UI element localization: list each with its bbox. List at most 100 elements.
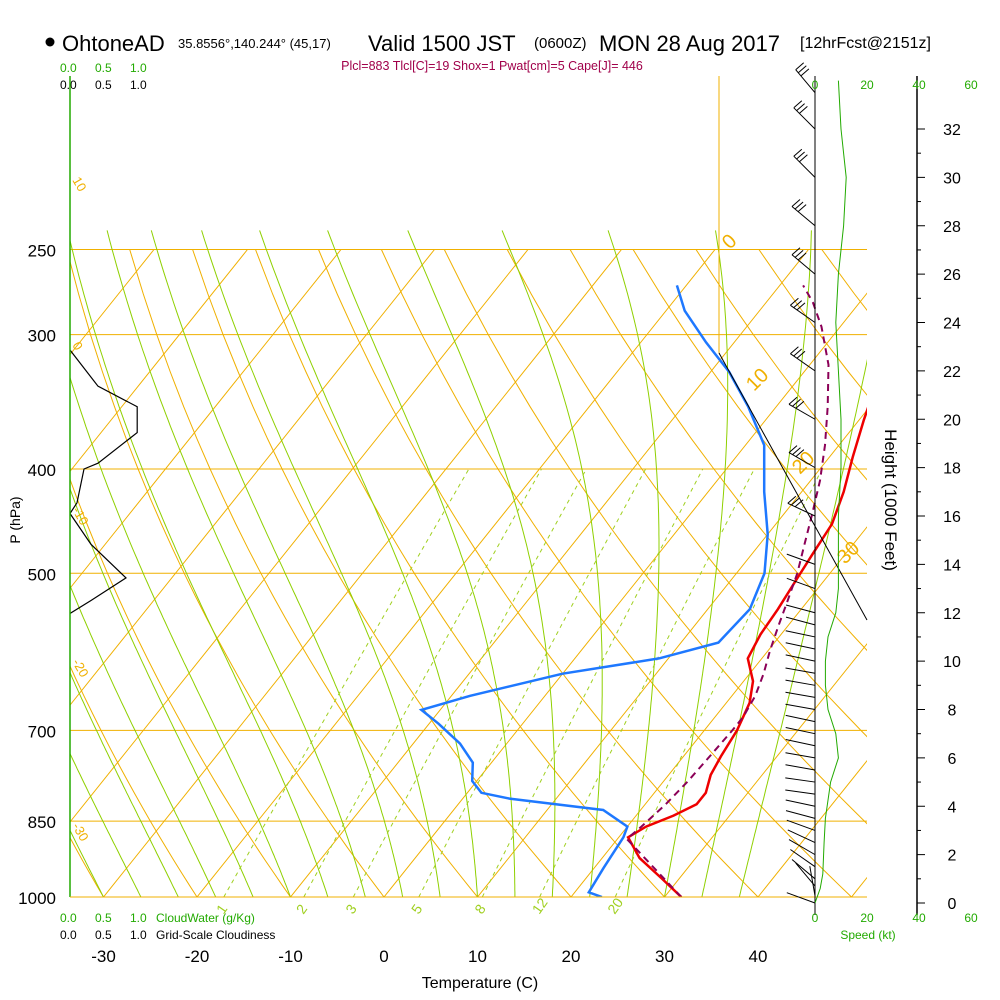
moist-adiabat-line <box>664 230 729 897</box>
dry-adiabat-line <box>192 249 572 897</box>
wind-barb-flag <box>797 252 807 261</box>
background-lines <box>70 76 1000 920</box>
mixing-ratio-line <box>352 468 587 897</box>
speed-tick-bottom: 20 <box>860 911 874 925</box>
mixing-ratio-line <box>303 468 542 897</box>
wind-barb <box>785 752 816 759</box>
utc-time: (0600Z) <box>534 35 587 52</box>
moist-adiabat-line <box>501 230 603 897</box>
mixing-ratio-line <box>418 468 647 897</box>
dry-adiabat-line <box>632 249 867 566</box>
wind-barb-flag <box>794 250 804 258</box>
moist-adiabat-line <box>259 230 478 897</box>
isotherm-line <box>70 249 342 590</box>
x-axis-title: Temperature (C) <box>422 975 538 992</box>
temperature-profile-line <box>626 406 867 897</box>
wind-barb-flag <box>800 68 810 77</box>
dry-adiabat-label: -10 <box>69 504 91 528</box>
wind-barb-flag <box>790 297 799 306</box>
wind-barb-flag <box>794 201 804 210</box>
wind-barb-flag <box>794 499 804 508</box>
wind-barb <box>791 254 816 275</box>
dry-adiabat-line <box>380 249 853 897</box>
mixing-ratio-label: 3 <box>342 901 360 917</box>
moist-adiabat-line <box>327 230 516 897</box>
dry-adiabat-line <box>255 249 666 897</box>
moist-adiabat-line <box>150 230 404 897</box>
wind-barb <box>809 866 816 896</box>
height-axis-title: Height (1000 Feet) <box>881 429 900 571</box>
moist-adiabat-line <box>201 230 441 897</box>
temperature-tick-label: -30 <box>91 947 116 966</box>
isotherm-line <box>196 249 716 897</box>
cloudwater-scale-bottom-0: 0.0 <box>60 911 77 925</box>
isotherm-line <box>664 643 867 897</box>
wind-barb-flag <box>796 151 805 160</box>
height-tick-label: 18 <box>943 461 961 478</box>
wind-barb-flag <box>788 396 798 405</box>
wind-barb-flag <box>793 100 803 109</box>
wind-barb <box>793 107 816 130</box>
height-tick-label: 14 <box>943 557 961 574</box>
wind-barb <box>788 452 816 469</box>
cloudiness-scale-bottom-1: 0.5 <box>95 928 112 942</box>
wind-barb <box>786 892 816 904</box>
pressure-tick-label: 250 <box>28 242 56 261</box>
cloudwater-scale-bottom-2: 1.0 <box>130 911 147 925</box>
temperature-tick-label: -10 <box>278 947 303 966</box>
wind-barb-flag <box>791 199 801 207</box>
wind-barb <box>795 69 816 94</box>
mixing-ratio-line <box>614 468 823 897</box>
speed-tick-bottom: 0 <box>812 911 819 925</box>
dry-adiabat-label: 10 <box>69 174 89 194</box>
wind-barb-flag <box>790 346 799 355</box>
dry-adiabat-line <box>70 259 385 897</box>
wind-barb <box>785 764 816 771</box>
moist-adiabat-line <box>701 230 812 897</box>
isotherm-line <box>851 876 867 897</box>
height-tick-label: 4 <box>948 799 957 816</box>
wind-barb <box>785 691 816 698</box>
mixing-ratio-label: 20 <box>604 895 626 917</box>
wind-barb <box>790 353 816 372</box>
isotherm-line <box>70 249 248 473</box>
wind-barb <box>785 739 816 747</box>
speed-tick-top: 40 <box>912 78 926 92</box>
wind-barb <box>785 703 816 710</box>
wind-barb-flag <box>793 348 803 357</box>
forecast-info: [12hrFcst@2151z] <box>800 35 931 52</box>
y-axis-title: P (hPa) <box>7 496 23 543</box>
isotherm-line <box>477 409 867 897</box>
dry-adiabat-line <box>129 249 479 897</box>
cloudiness-scale-bottom-2: 1.0 <box>130 928 147 942</box>
cloudwater-label: CloudWater (g/Kg) <box>156 911 255 925</box>
wind-barb-flag <box>796 103 805 111</box>
cloudiness-scale-top-0: 0.0 <box>60 78 77 92</box>
height-tick-label: 24 <box>943 316 961 333</box>
moist-adiabat-label: 0 <box>718 230 741 253</box>
wind-barb-flag <box>796 350 806 359</box>
moist-adiabat-label: 10 <box>742 364 773 395</box>
height-tick-label: 22 <box>943 364 961 381</box>
dry-adiabat-label: -30 <box>69 820 91 844</box>
wind-barb <box>787 829 816 843</box>
wind-barb <box>788 403 816 420</box>
valid-time: Valid 1500 JST <box>368 31 516 56</box>
dry-adiabat-line <box>821 249 867 311</box>
height-tick-label: 28 <box>943 219 961 236</box>
indices-line: Plcl=883 Tlcl[C]=19 Shox=1 Pwat[cm]=5 Ca… <box>341 59 643 73</box>
height-tick-label: 30 <box>943 170 961 187</box>
moist-adiabat-line <box>70 375 291 897</box>
dry-adiabat-line <box>885 250 1000 920</box>
mixing-ratio-label: 12 <box>529 895 551 917</box>
wind-barb-flag <box>793 300 803 308</box>
wind-barb <box>787 502 816 517</box>
cloudiness-scale-bottom-0: 0.0 <box>60 928 77 942</box>
wind-barb <box>785 642 816 650</box>
speed-axis-title: Speed (kt) <box>840 928 895 942</box>
wind-barb <box>786 553 816 565</box>
height-tick-label: 12 <box>943 606 961 623</box>
temperature-tick-label: 10 <box>468 947 487 966</box>
wind-barb-flag <box>795 62 805 71</box>
